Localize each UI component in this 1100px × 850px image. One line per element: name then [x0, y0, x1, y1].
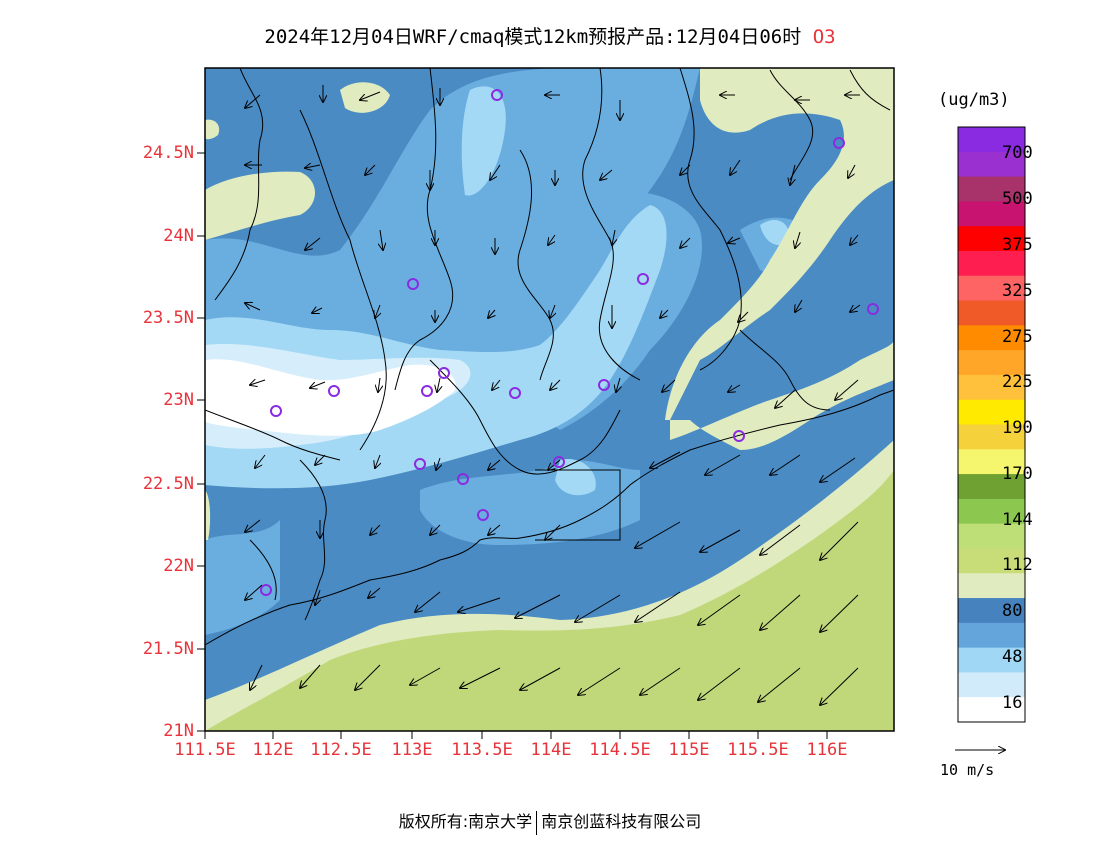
legend-level-label: 275	[1002, 327, 1033, 347]
legend-color-cell	[958, 325, 1025, 351]
lon-tick-label: 112E	[252, 740, 294, 760]
legend-color-cell	[958, 672, 1025, 698]
legend-color-cell	[958, 300, 1025, 326]
legend-color-cell	[958, 250, 1025, 277]
legend-colorbar	[958, 127, 1025, 723]
concentration-field	[205, 68, 894, 731]
axis-ticks	[197, 152, 828, 739]
legend-level-label: 700	[1002, 143, 1033, 163]
legend-level-label: 375	[1002, 235, 1033, 255]
lon-tick-label: 113.5E	[451, 740, 513, 760]
legend-level-label: 112	[1002, 555, 1033, 575]
legend-color-cell	[958, 275, 1025, 302]
title-main: 2024年12月04日WRF/cmaq模式12km预报产品:12月04日06时	[264, 26, 802, 48]
footer-right: 南京创蓝科技有限公司	[541, 812, 702, 831]
legend-color-cell	[958, 622, 1025, 649]
lat-tick-label: 24.5N	[142, 143, 194, 163]
legend-color-cell	[958, 127, 1025, 153]
lon-tick-label: 116E	[806, 740, 848, 760]
lon-tick-label: 111.5E	[174, 740, 236, 760]
legend-level-label: 80	[1002, 601, 1023, 621]
lon-tick-label: 112.5E	[310, 740, 372, 760]
lon-tick-label: 113E	[391, 740, 433, 760]
lon-tick-label: 114E	[530, 740, 572, 760]
footer-divider	[536, 810, 538, 835]
legend-color-cell	[958, 647, 1025, 673]
title-species: O3	[812, 26, 836, 48]
legend-level-label: 16	[1002, 693, 1023, 713]
wind-scale-label: 10 m/s	[940, 761, 995, 779]
legend-color-cell	[958, 573, 1025, 599]
lat-tick-label: 21.5N	[142, 639, 194, 659]
lat-tick-label: 23.5N	[142, 308, 194, 328]
lon-tick-label: 115.5E	[727, 740, 789, 760]
lat-tick-label: 24N	[163, 226, 194, 246]
legend-level-label: 170	[1002, 464, 1033, 484]
legend-level-label: 225	[1002, 372, 1033, 392]
legend-level-label: 144	[1002, 510, 1033, 530]
legend-color-cell	[958, 498, 1025, 525]
lat-tick-label: 22N	[163, 556, 194, 576]
lat-tick-label: 22.5N	[142, 474, 194, 494]
legend-level-label: 48	[1002, 647, 1023, 667]
legend-color-cell	[958, 374, 1025, 401]
legend-color-cell	[958, 350, 1025, 376]
legend-color-cell	[958, 523, 1025, 549]
legend-color-cell	[958, 176, 1025, 202]
lat-tick-label: 23N	[163, 390, 194, 410]
legend-color-cell	[958, 548, 1025, 574]
legend-color-cell	[958, 201, 1025, 227]
lon-tick-label: 114.5E	[589, 740, 651, 760]
legend-color-cell	[958, 598, 1025, 624]
boundary-lines	[205, 68, 894, 646]
legend-level-label: 500	[1002, 189, 1033, 209]
copyright-footer: 版权所有:南京大学 南京创蓝科技有限公司	[0, 808, 1100, 835]
legend-frame	[957, 126, 1026, 723]
legend-level-label: 190	[1002, 418, 1033, 438]
lat-tick-label: 21N	[163, 721, 194, 741]
legend-color-cell	[958, 424, 1025, 450]
footer-left: 版权所有:南京大学	[398, 812, 533, 831]
legend-color-cell	[958, 226, 1025, 252]
legend-color-cell	[958, 399, 1025, 425]
lon-tick-label: 115E	[668, 740, 710, 760]
legend-color-cell	[958, 151, 1025, 178]
map-title: 2024年12月04日WRF/cmaq模式12km预报产品:12月04日06时 …	[0, 22, 1100, 49]
legend-units: (ug/m3)	[938, 90, 1010, 110]
legend-color-cell	[958, 449, 1025, 475]
legend-color-cell	[958, 474, 1025, 500]
legend-color-cell	[958, 697, 1025, 723]
legend-level-label: 325	[1002, 281, 1033, 301]
station-markers	[260, 89, 879, 596]
